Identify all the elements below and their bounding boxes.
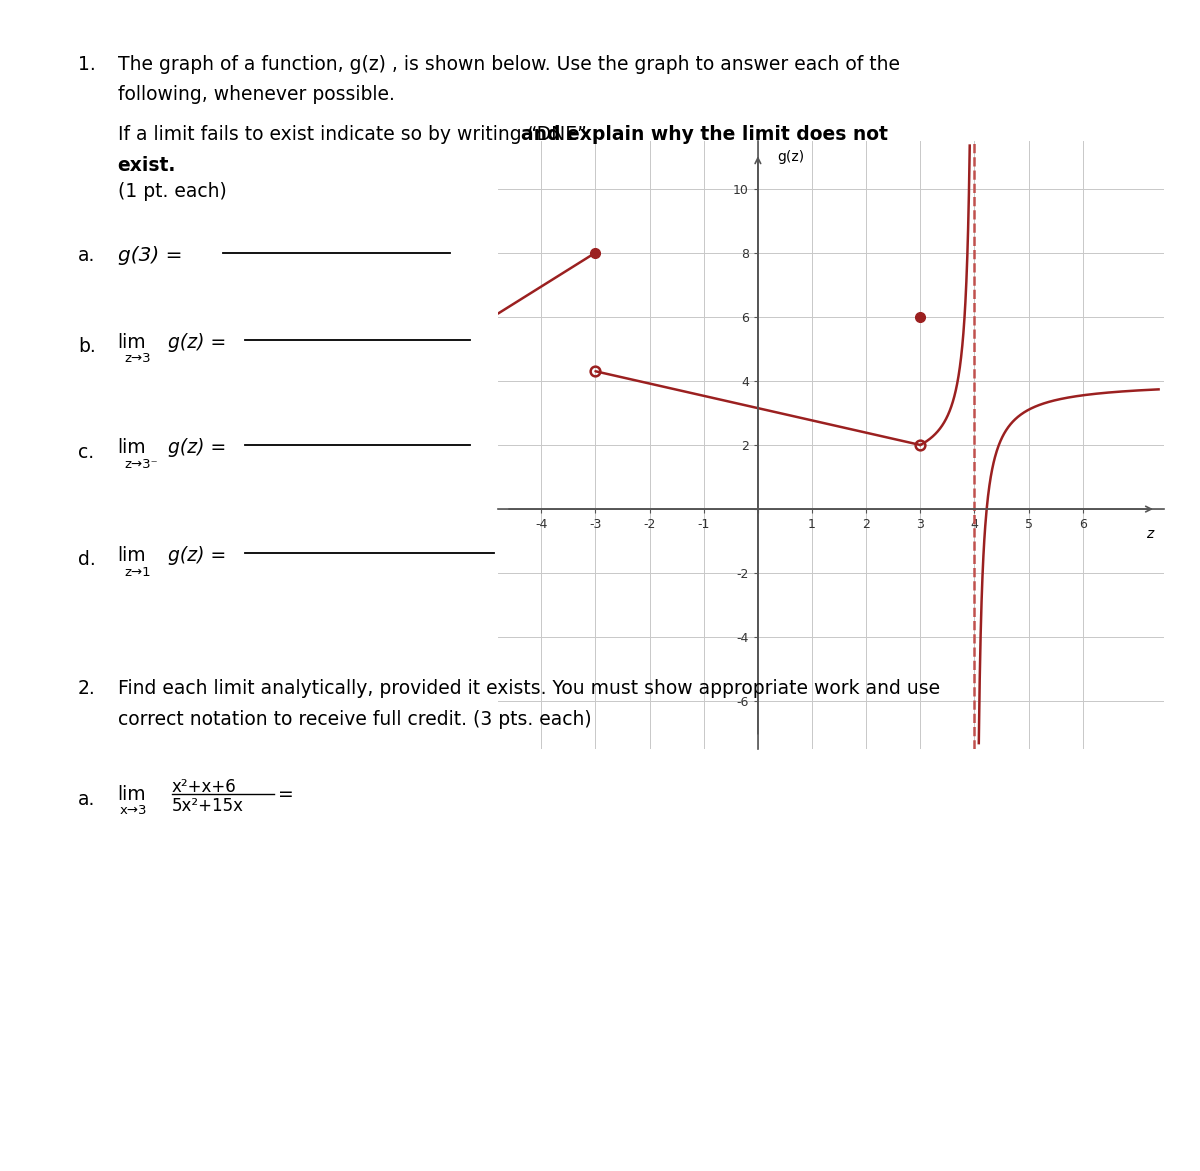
Text: lim: lim [118, 785, 146, 803]
Text: If a limit fails to exist indicate so by writing “DNE”: If a limit fails to exist indicate so by… [118, 125, 593, 144]
Text: x→3: x→3 [120, 804, 148, 817]
Text: g(z) =: g(z) = [168, 438, 227, 457]
Text: and explain why the limit does not: and explain why the limit does not [118, 125, 888, 144]
Text: following, whenever possible.: following, whenever possible. [118, 85, 395, 104]
Text: z→1: z→1 [125, 566, 151, 578]
Text: z→3: z→3 [125, 352, 151, 365]
Text: z→3⁻: z→3⁻ [125, 458, 158, 471]
Text: 1.: 1. [78, 55, 96, 74]
Text: Find each limit analytically, provided it exists. You must show appropriate work: Find each limit analytically, provided i… [118, 679, 940, 698]
Text: 2.: 2. [78, 679, 96, 698]
Text: g(z) =: g(z) = [168, 546, 227, 564]
Text: b.: b. [78, 337, 96, 356]
Text: (1 pt. each): (1 pt. each) [118, 182, 227, 200]
Text: z: z [1146, 527, 1153, 541]
Text: d.: d. [78, 550, 96, 569]
Text: The graph of a function, ​g(​z​) , is shown below. Use the graph to answer each : The graph of a function, ​g(​z​) , is sh… [118, 55, 900, 74]
Text: lim: lim [118, 546, 146, 564]
Text: lim: lim [118, 333, 146, 351]
Text: g(z) =: g(z) = [168, 333, 227, 351]
Text: exist.: exist. [118, 156, 176, 174]
Text: a.: a. [78, 790, 95, 809]
Text: x²+x+6: x²+x+6 [172, 778, 236, 795]
Text: c.: c. [78, 443, 94, 461]
Text: =: = [278, 785, 294, 803]
Text: g(z): g(z) [776, 150, 804, 164]
Text: correct notation to receive full credit. (3 pts. each): correct notation to receive full credit.… [118, 710, 592, 728]
Text: 5x²+15x: 5x²+15x [172, 797, 244, 815]
Text: a.: a. [78, 246, 95, 265]
Text: g(3) =: g(3) = [118, 246, 188, 265]
Text: lim: lim [118, 438, 146, 457]
